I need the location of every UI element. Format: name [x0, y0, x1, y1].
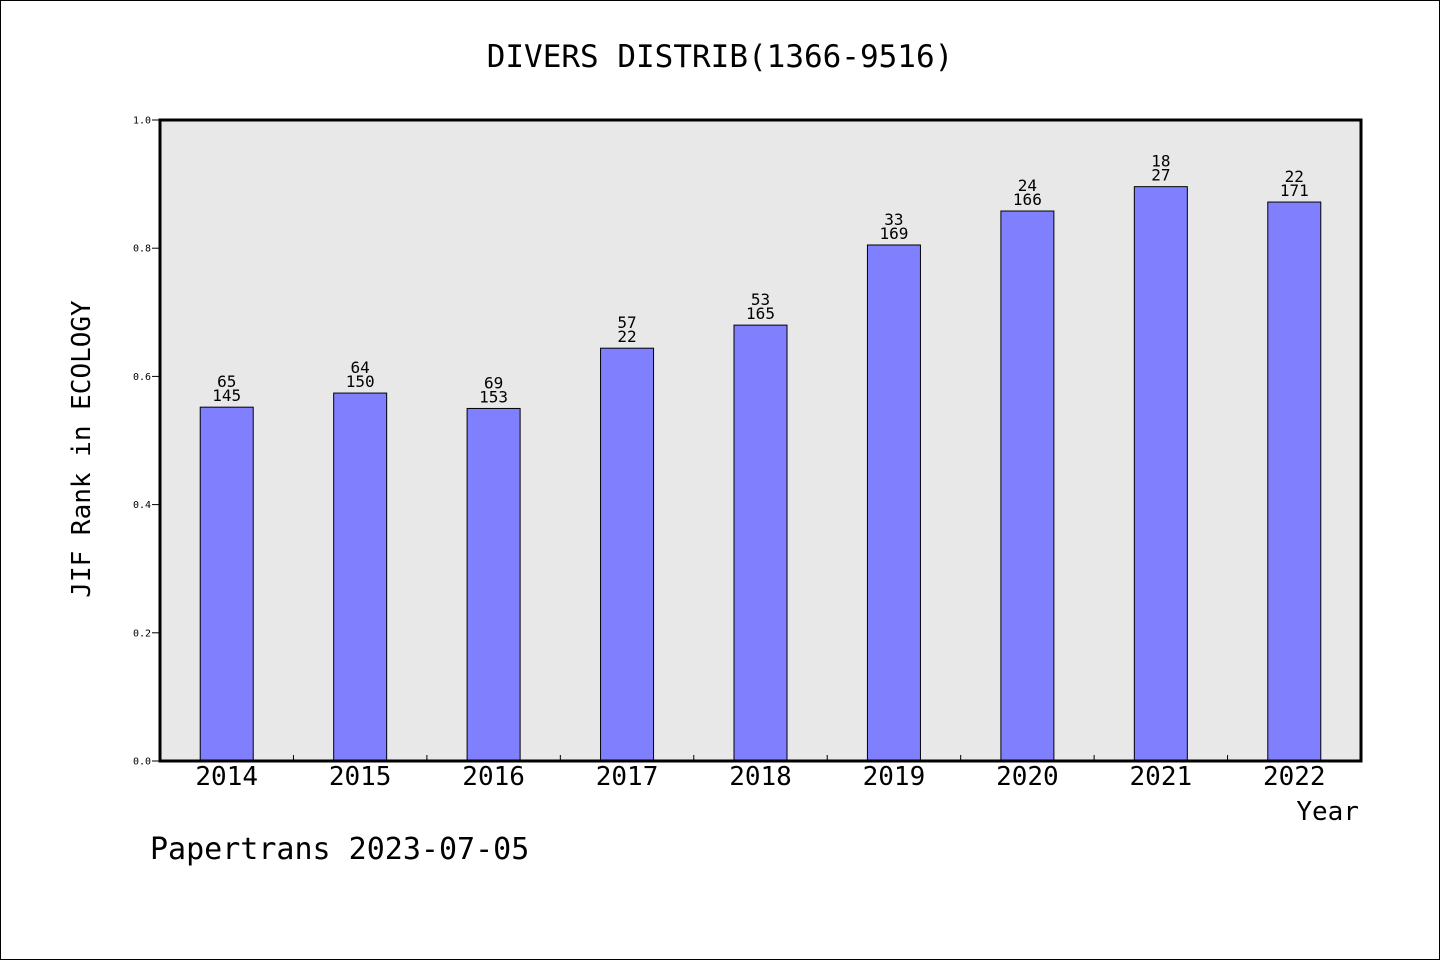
bar: [1133, 186, 1188, 762]
x-tick-label: 2021: [1130, 762, 1193, 792]
bar: [866, 244, 921, 762]
plot-border: [158, 118, 1363, 763]
bar-data-label-top: 33: [884, 210, 903, 229]
bar: [199, 406, 254, 762]
y-axis-label: JIF Rank in ECOLOGY: [67, 300, 97, 598]
x-tick-label: 2014: [195, 762, 258, 792]
footer-text: Papertrans 2023-07-05: [150, 832, 530, 867]
bar-data-label-top: 69: [484, 373, 503, 392]
bar-data-label-bottom: 166: [1013, 190, 1042, 209]
y-tick-label: 0.4: [133, 500, 151, 511]
bar: [733, 324, 788, 762]
y-tick-label: 0.0: [133, 757, 151, 768]
bar-data-label-top: 22: [1285, 167, 1304, 186]
x-tick-label: 2015: [329, 762, 392, 792]
bar: [466, 407, 521, 762]
bar: [1000, 210, 1055, 762]
x-tick-label: 2017: [596, 762, 659, 792]
x-tick-label: 2016: [462, 762, 525, 792]
bar-data-label-bottom: 165: [746, 304, 775, 323]
bar-data-label-top: 24: [1018, 176, 1037, 195]
y-tick-label: 0.8: [133, 244, 151, 255]
y-tick-label: 0.6: [133, 372, 151, 383]
bar-data-label-bottom: 145: [212, 386, 241, 405]
bar-data-label-bottom: 171: [1280, 181, 1309, 200]
x-tick-label: 2019: [863, 762, 926, 792]
bar-data-label-bottom: 169: [879, 224, 908, 243]
bar: [1267, 201, 1322, 762]
y-tick-label: 1.0: [133, 116, 151, 127]
y-tick-label: 0.2: [133, 628, 151, 639]
bar-data-label-top: 53: [751, 290, 770, 309]
bar: [600, 347, 655, 762]
bar-data-label-bottom: 150: [346, 372, 375, 391]
axis-ticks: 0.0 0.2 0.4 0.6 0.8 1.0 2014 2015 2016 2017 2018 20…: [133, 116, 1326, 793]
bar-data-label-bottom: 153: [479, 387, 508, 406]
bar-data-label-bottom: 27: [1151, 166, 1170, 185]
bar-data-label-bottom: 22: [617, 327, 636, 346]
bar-data-label-top: 18: [1151, 152, 1170, 171]
x-tick-label: 2020: [996, 762, 1059, 792]
chart-title: DIVERS DISTRIB(1366-9516): [487, 39, 954, 75]
bar: [333, 392, 388, 762]
x-tick-label: 2018: [729, 762, 792, 792]
bar-data-label-top: 64: [351, 358, 370, 377]
bar-data-label-top: 57: [617, 313, 636, 332]
x-axis-label: Year: [1296, 797, 1359, 827]
bar-data-label-top: 65: [217, 372, 236, 391]
x-tick-label: 2022: [1263, 762, 1326, 792]
